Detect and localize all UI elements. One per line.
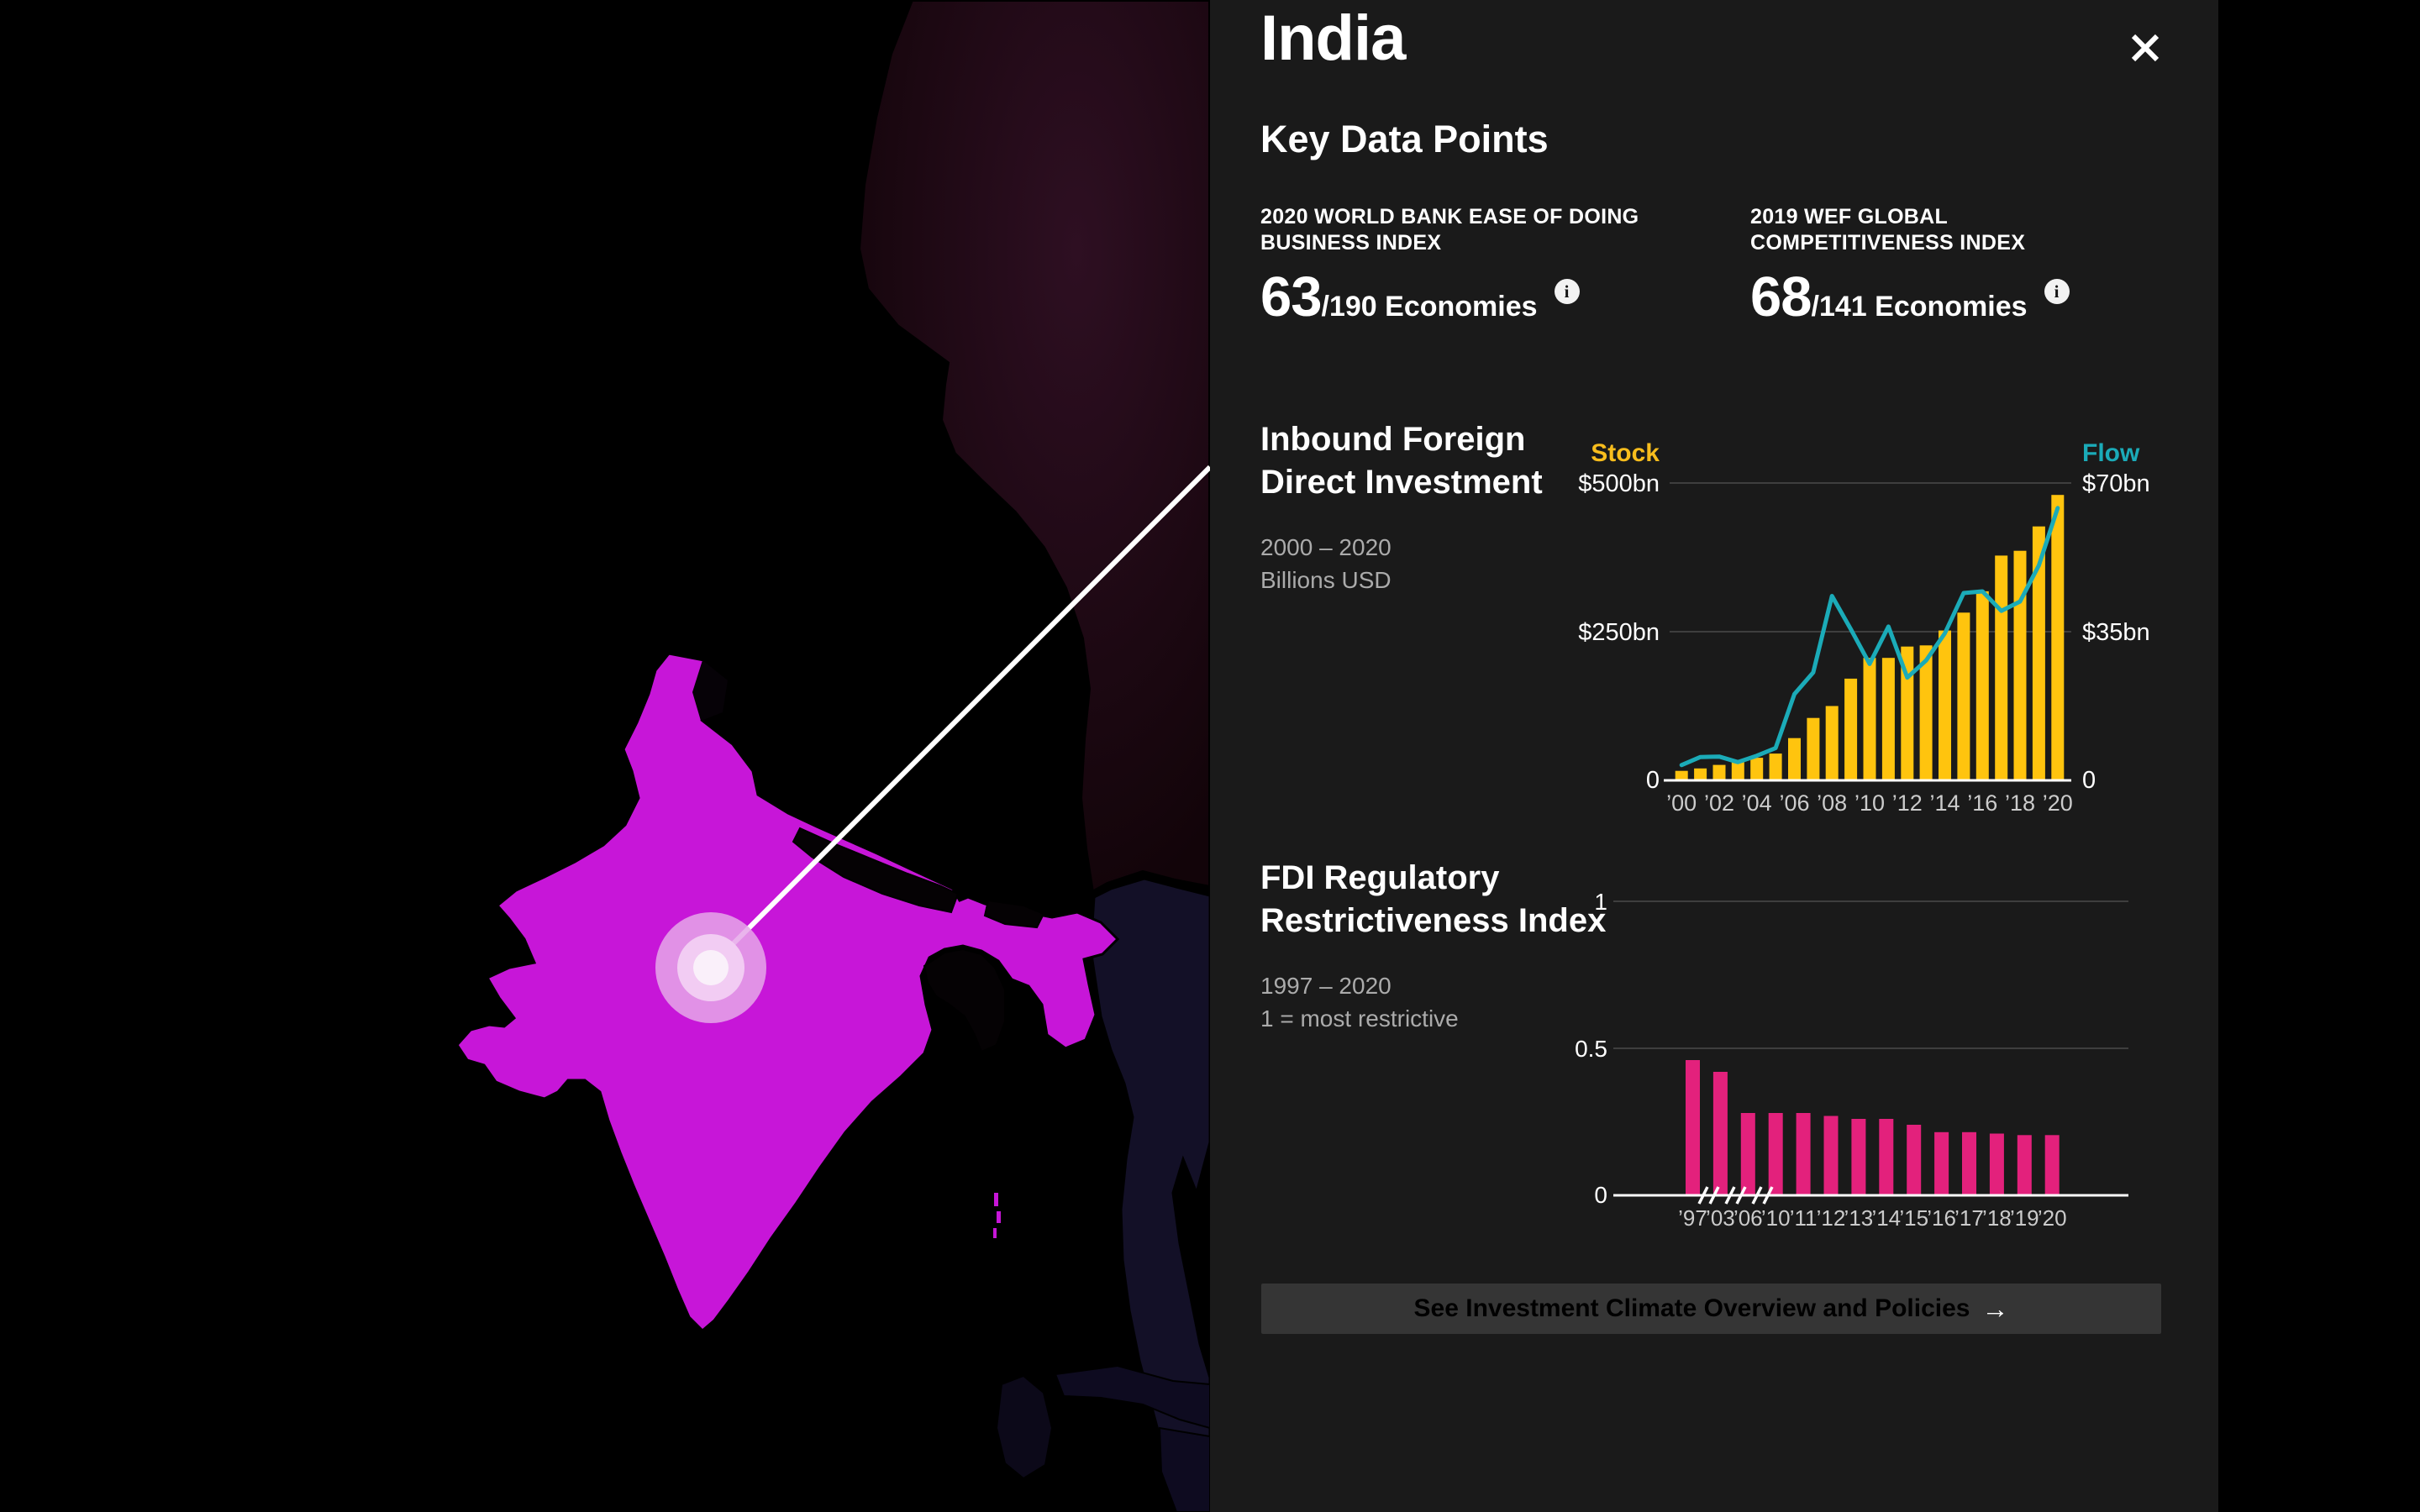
svg-text:0: 0: [1646, 767, 1660, 794]
chart-subtitle-line: 1997 – 2020: [1260, 973, 1392, 999]
chart-subtitle-line: 1 = most restrictive: [1260, 1005, 1459, 1032]
map-region-malay: [1158, 1426, 1210, 1512]
svg-text:’04: ’04: [1742, 790, 1772, 816]
map-region-kashmir: [692, 660, 728, 721]
map-country-bangladesh[interactable]: [923, 948, 1006, 1053]
map-country-myanmar[interactable]: [1089, 877, 1210, 1512]
map-country-sri-lanka[interactable]: [995, 1374, 1054, 1480]
svg-text:’12: ’12: [1817, 1205, 1846, 1231]
stat-value: 63: [1260, 265, 1323, 328]
investment-climate-button[interactable]: See Investment Climate Overview and Poli…: [1261, 1284, 2161, 1334]
svg-text:’15: ’15: [1899, 1205, 1928, 1231]
stat-label-line: 2019 WEF GLOBAL: [1750, 205, 1949, 228]
stat-label-line: 2020 WORLD BANK EASE OF DOING: [1260, 205, 1639, 228]
stat-label: 2020 WORLD BANK EASE OF DOING BUSINESS I…: [1260, 204, 1655, 256]
svg-text:’06: ’06: [1779, 790, 1809, 816]
svg-text:’16: ’16: [1967, 790, 1997, 816]
svg-text:’00: ’00: [1666, 790, 1697, 816]
svg-text:$250bn: $250bn: [1578, 619, 1660, 646]
svg-text:’12: ’12: [1892, 790, 1923, 816]
stat-value: 68: [1750, 265, 1812, 328]
map-country-bhutan[interactable]: [983, 899, 1045, 929]
svg-text:Flow: Flow: [2082, 439, 2140, 467]
arrow-right-icon: →: [1981, 1293, 2009, 1324]
svg-text:’19: ’19: [2010, 1205, 2039, 1231]
svg-text:’10: ’10: [1854, 790, 1885, 816]
svg-text:’16: ’16: [1927, 1205, 1956, 1231]
close-button[interactable]: [2119, 22, 2171, 74]
location-pulse-marker[interactable]: [655, 912, 766, 1023]
svg-text:’11: ’11: [1790, 1205, 1818, 1231]
callout-line: [713, 465, 1210, 963]
map-country-india[interactable]: [455, 652, 1120, 1333]
chart-subtitle-line: 2000 – 2020: [1260, 534, 1392, 560]
page-title: India: [1260, 3, 1406, 74]
svg-text:Stock: Stock: [1591, 439, 1660, 467]
country-detail-panel: India Key Data Points 2020 WORLD BANK EA…: [1210, 0, 2218, 1512]
fdi-chart-header: Inbound Foreign Direct Investment 2000 –…: [1260, 418, 1571, 596]
restrictiveness-chart: 10.50’97’03’06’10’11’12’13’14’15’16’17’1…: [1575, 889, 2128, 1231]
chart-title: FDI Regulatory Restrictiveness Index: [1260, 859, 1607, 939]
svg-text:’14: ’14: [1871, 1205, 1901, 1231]
svg-text:’20: ’20: [2038, 1205, 2067, 1231]
info-icon[interactable]: i: [1554, 279, 1580, 304]
stat-label: 2019 WEF GLOBAL COMPETITIVENESS INDEX: [1750, 204, 2145, 256]
svg-text:0.5: 0.5: [1575, 1036, 1607, 1062]
stat-global-competitiveness: 2019 WEF GLOBAL COMPETITIVENESS INDEX 68…: [1750, 204, 2145, 329]
stat-label-line: BUSINESS INDEX: [1260, 231, 1442, 255]
svg-text:$35bn: $35bn: [2082, 619, 2150, 646]
map-region-se-asia: [1054, 1364, 1210, 1430]
world-map[interactable]: [0, 0, 1210, 1512]
investment-climate-button-label: See Investment Climate Overview and Poli…: [1413, 1294, 1970, 1322]
stat-value-row: 68/141 Economies i: [1750, 265, 2145, 329]
svg-text:’14: ’14: [1929, 790, 1960, 816]
section-title: Key Data Points: [1260, 118, 1549, 160]
stat-denominator: /190 Economies: [1321, 291, 1538, 323]
svg-text:’02: ’02: [1704, 790, 1734, 816]
svg-text:’03: ’03: [1706, 1205, 1735, 1231]
svg-text:’08: ’08: [1817, 790, 1847, 816]
stat-denominator: /141 Economies: [1811, 291, 2028, 323]
svg-text:’06: ’06: [1733, 1205, 1763, 1231]
map-country-china[interactable]: [856, 0, 1210, 895]
chart-title: Inbound Foreign Direct Investment: [1260, 421, 1543, 501]
chart-subtitle: 2000 – 2020 Billions USD: [1260, 531, 1571, 596]
svg-text:’13: ’13: [1844, 1205, 1874, 1231]
close-icon: [2131, 34, 2160, 62]
map-andaman-islands: [993, 1193, 1001, 1238]
stat-ease-of-doing-business: 2020 WORLD BANK EASE OF DOING BUSINESS I…: [1260, 204, 1655, 329]
svg-text:’18: ’18: [1982, 1205, 2012, 1231]
svg-text:’17: ’17: [1954, 1205, 1984, 1231]
svg-text:’18: ’18: [2005, 790, 2035, 816]
map-country-nepal[interactable]: [792, 827, 960, 914]
svg-text:$70bn: $70bn: [2082, 470, 2150, 497]
svg-text:1: 1: [1594, 889, 1607, 915]
svg-text:’20: ’20: [2043, 790, 2073, 816]
svg-text:0: 0: [2082, 767, 2096, 794]
fdi-stock-flow-chart: Stock$500bn$250bn0Flow$70bn$35bn0’00’02’…: [1578, 439, 2150, 816]
stat-label-line: COMPETITIVENESS INDEX: [1750, 231, 2026, 255]
chart-subtitle-line: Billions USD: [1260, 567, 1392, 593]
stat-value-row: 63/190 Economies i: [1260, 265, 1655, 329]
svg-text:’10: ’10: [1761, 1205, 1791, 1231]
restrictiveness-chart-header: FDI Regulatory Restrictiveness Index 199…: [1260, 857, 1622, 1035]
svg-text:$500bn: $500bn: [1578, 470, 1660, 497]
chart-subtitle: 1997 – 2020 1 = most restrictive: [1260, 969, 1622, 1035]
svg-text:0: 0: [1594, 1182, 1607, 1208]
info-icon[interactable]: i: [2044, 279, 2070, 304]
svg-text:’97: ’97: [1678, 1205, 1707, 1231]
